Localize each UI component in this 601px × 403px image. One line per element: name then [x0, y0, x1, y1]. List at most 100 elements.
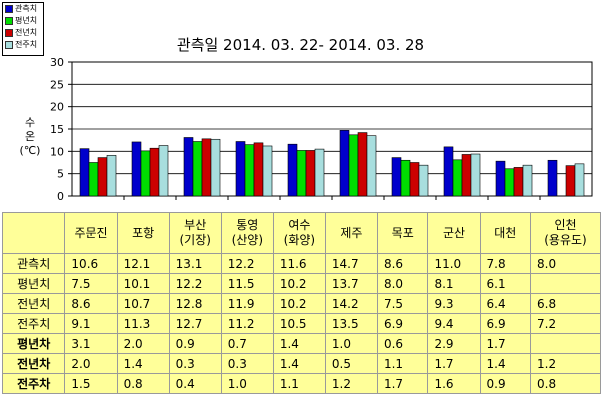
bar [547, 159, 558, 197]
bar [79, 148, 90, 197]
table-cell: 0.3 [220, 353, 274, 374]
column-header: 주문진 [64, 212, 118, 254]
table-cell: 0.3 [168, 353, 222, 374]
column-header: 여수 (화양) [272, 212, 326, 254]
table-cell [530, 333, 601, 354]
table-cell: 9.1 [64, 313, 118, 334]
table-cell: 6.8 [530, 293, 601, 314]
table-cell: 6.1 [479, 273, 532, 294]
bar [452, 159, 463, 197]
bar [470, 153, 481, 197]
table-cell: 1.4 [272, 333, 326, 354]
column-header: 부산 (기장) [168, 212, 222, 254]
bar [149, 147, 160, 197]
table-cell: 0.9 [168, 333, 222, 354]
bar [443, 146, 454, 197]
table-cell: 1.4 [116, 353, 170, 374]
table-cell: 0.8 [116, 373, 170, 394]
bar [253, 142, 264, 197]
legend-label: 평년치 [15, 16, 38, 25]
table-cell: 0.9 [479, 373, 532, 394]
table-cell: 11.2 [220, 313, 274, 334]
row-header: 관측치 [1, 253, 66, 274]
bar [201, 138, 212, 197]
table-cell: 1.7 [479, 333, 532, 354]
bar [461, 154, 472, 197]
table-row: 전년치 8.6 10.7 12.8 11.9 10.2 14.2 7.5 9.3 6.4 6.8 [1, 293, 601, 314]
bar [262, 145, 273, 197]
table-cell: 6.9 [479, 313, 532, 334]
table-row: 전주차 1.5 0.8 0.4 1.0 1.1 1.2 1.7 1.6 0.9 0.8 [1, 373, 601, 394]
table-cell: 1.2 [530, 353, 601, 374]
table-cell: 1.0 [220, 373, 274, 394]
bar [314, 148, 325, 197]
legend-label: 전년치 [15, 28, 38, 37]
table-row: 전년차 2.0 1.4 0.3 0.3 1.4 0.5 1.1 1.7 1.4 1.2 [1, 353, 601, 374]
column-header: 목포 [376, 212, 429, 254]
table-cell: 1.4 [272, 353, 326, 374]
table-row: 평년치 7.5 10.1 12.2 11.5 10.2 13.7 8.0 8.1 6.1 [1, 273, 601, 294]
table-cell: 10.2 [272, 273, 326, 294]
table-cell: 1.7 [427, 353, 481, 374]
table-cell: 0.5 [324, 353, 378, 374]
legend-label: 관측치 [15, 4, 38, 13]
table-cell: 8.0 [376, 273, 429, 294]
table-cell: 2.9 [427, 333, 481, 354]
legend-item: 평년치 [3, 15, 43, 27]
table-cell: 0.8 [530, 373, 601, 394]
legend-label: 전주치 [15, 40, 38, 49]
column-header: 포항 [116, 212, 170, 254]
table-cell: 1.0 [324, 333, 378, 354]
table-cell: 0.6 [376, 333, 429, 354]
bar [235, 141, 246, 197]
bar [418, 164, 429, 197]
table-cell: 11.0 [427, 253, 481, 274]
table-cell: 10.1 [116, 273, 170, 294]
column-header: 군산 [427, 212, 481, 254]
bar [409, 162, 420, 197]
table-cell: 12.8 [168, 293, 222, 314]
table-cell: 7.8 [479, 253, 532, 274]
table-cell: 14.7 [324, 253, 378, 274]
table-cell: 12.1 [116, 253, 170, 274]
y-tick-label: 25 [50, 78, 64, 91]
table-cell: 2.0 [64, 353, 118, 374]
table-cell: 10.7 [116, 293, 170, 314]
legend-swatch [5, 29, 13, 37]
bar [504, 168, 515, 197]
bar [140, 150, 151, 197]
table-cell: 2.0 [116, 333, 170, 354]
y-axis-label-line: 온 [24, 130, 36, 143]
table-cell: 8.1 [427, 273, 481, 294]
table-cell: 7.5 [64, 273, 118, 294]
legend-item: 전주치 [3, 39, 43, 51]
bar [495, 160, 506, 197]
row-header: 전주차 [1, 373, 66, 394]
table-cell: 12.7 [168, 313, 222, 334]
table-cell: 7.2 [530, 313, 601, 334]
table-cell [530, 273, 601, 294]
bar [574, 163, 585, 197]
y-tick-label: 0 [57, 190, 64, 203]
table-cell: 8.0 [530, 253, 601, 274]
y-tick-label: 15 [50, 123, 64, 136]
table-cell: 13.5 [324, 313, 378, 334]
column-header: 통영 (산양) [220, 212, 274, 254]
table-cell: 11.3 [116, 313, 170, 334]
y-tick-label: 10 [50, 145, 64, 158]
bar [357, 132, 368, 197]
column-header: 제주 [324, 212, 378, 254]
bar [244, 144, 255, 197]
table-cell: 1.4 [479, 353, 532, 374]
legend-item: 관측치 [3, 3, 43, 15]
bar-chart: 0 5 10 15 20 25 30 [50, 56, 593, 203]
y-tick-label: 20 [50, 101, 64, 114]
table-cell: 8.6 [376, 253, 429, 274]
table-cell: 6.4 [479, 293, 532, 314]
column-header: 인천 (용유도) [530, 212, 601, 254]
table-cell: 1.1 [376, 353, 429, 374]
table-cell: 10.2 [272, 293, 326, 314]
bar [366, 135, 377, 197]
chart-title: 관측일 2014. 03. 22- 2014. 03. 28 [176, 36, 425, 54]
row-header: 전주치 [1, 313, 66, 334]
